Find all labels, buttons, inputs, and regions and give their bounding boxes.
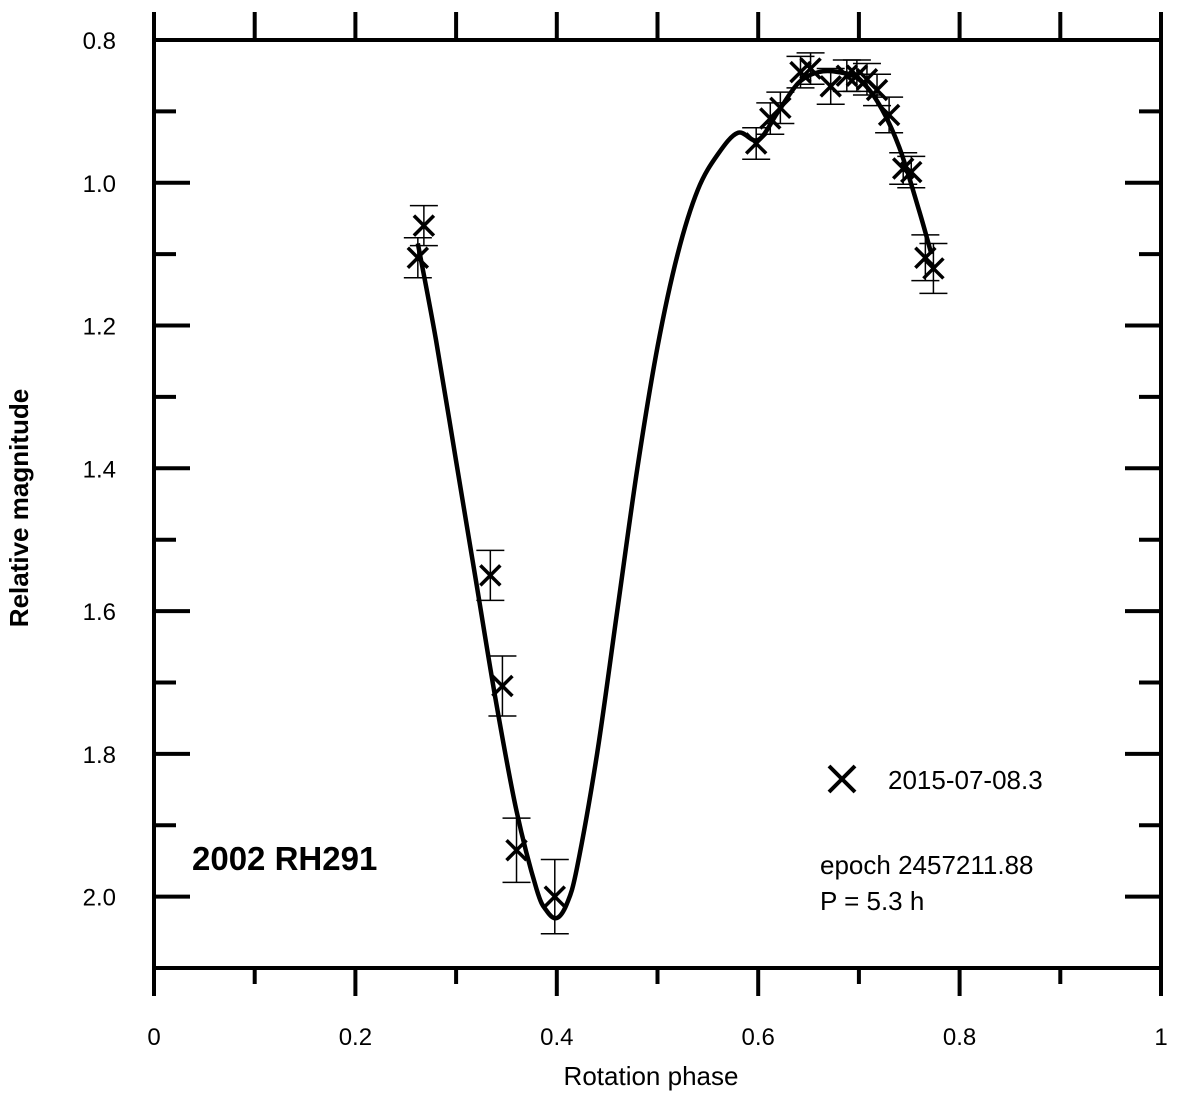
x-marker-stroke — [543, 885, 567, 908]
y-tick-label: 1.6 — [83, 599, 116, 626]
y-tick-label: 1.8 — [83, 742, 116, 769]
fit-curve-layer — [415, 68, 934, 921]
period-annotation: P = 5.3 h — [820, 886, 924, 916]
data-point — [816, 67, 845, 105]
data-point — [796, 52, 825, 86]
data-point — [540, 858, 569, 935]
x-tick-label: 0.6 — [742, 1024, 775, 1051]
x-marker-stroke — [799, 57, 822, 80]
legend: 2015-07-08.3 — [827, 764, 1043, 795]
x-marker-stroke — [479, 564, 502, 587]
x-marker-stroke — [877, 103, 901, 127]
epoch-annotation: epoch 2457211.88 — [820, 850, 1034, 880]
data-point — [403, 236, 432, 279]
x-marker-stroke — [406, 246, 430, 269]
x-tick-label: 0.2 — [339, 1024, 372, 1051]
object-label: 2002 RH291 — [192, 840, 377, 877]
x-marker-stroke — [491, 674, 514, 698]
y-tick-label: 1.0 — [83, 171, 116, 198]
data-point — [875, 96, 904, 134]
data-point — [919, 242, 948, 295]
y-tick-label: 2.0 — [83, 885, 116, 912]
x-marker-stroke — [891, 157, 915, 180]
legend-marker-x-icon — [827, 764, 857, 794]
x-marker-stroke — [900, 160, 923, 184]
y-tick-label: 1.2 — [83, 314, 116, 341]
data-point — [897, 155, 926, 189]
data-point — [742, 127, 771, 160]
x-marker-stroke — [922, 257, 945, 280]
data-point — [476, 549, 505, 602]
x-tick-label: 0.8 — [943, 1024, 976, 1051]
x-marker-stroke — [819, 75, 842, 98]
x-marker-stroke — [769, 96, 792, 120]
x-marker-stroke — [412, 214, 436, 237]
y-tick-label: 0.8 — [83, 28, 116, 55]
data-point — [502, 817, 531, 884]
x-marker-stroke — [855, 68, 879, 91]
plot-frame — [152, 38, 1163, 970]
x-tick-label: 0 — [147, 1024, 160, 1051]
axes-layer: 0 0.2 0.4 0.6 0.8 1 0.8 1.0 1.2 1.4 1.6 1.8 2.0 — [83, 12, 1168, 1051]
data-point — [911, 234, 940, 282]
y-tick-label: 1.4 — [83, 456, 116, 483]
x-tick-label: 0.4 — [540, 1024, 573, 1051]
fit-curve — [415, 68, 934, 921]
x-tick-label: 1 — [1154, 1024, 1167, 1051]
data-point — [409, 204, 438, 247]
x-marker-stroke — [914, 246, 937, 269]
y-axis-title: Relative magnitude — [4, 389, 34, 627]
x-marker-stroke — [744, 132, 768, 155]
data-points-layer — [403, 52, 948, 935]
data-point — [488, 655, 517, 717]
x-marker-stroke — [865, 78, 889, 102]
x-marker-stroke — [835, 64, 859, 87]
data-point — [766, 91, 795, 125]
legend-series-label: 2015-07-08.3 — [888, 765, 1043, 795]
x-marker-stroke — [505, 838, 528, 862]
x-axis-title: Rotation phase — [564, 1061, 739, 1091]
x-marker-stroke — [845, 64, 869, 87]
